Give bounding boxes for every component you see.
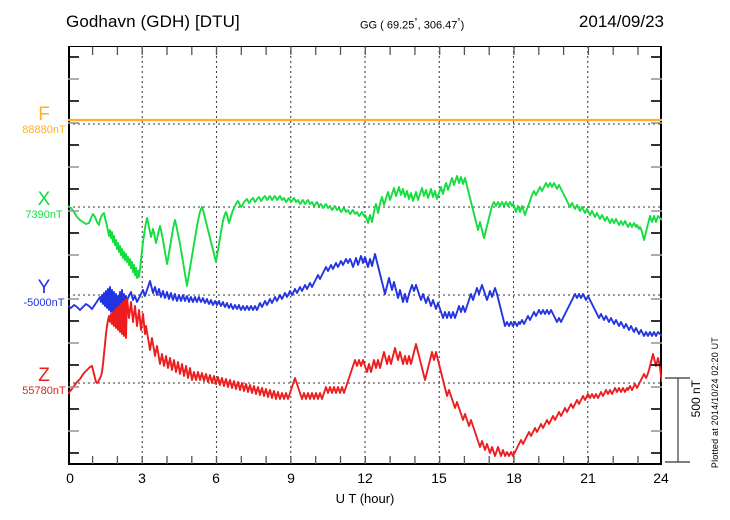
xtick-label-3: 3: [138, 470, 146, 486]
component-value-f: 88880nT: [22, 123, 66, 136]
component-letter-x: X: [37, 189, 51, 210]
component-value-z: 55780nT: [22, 384, 66, 397]
page-title: Godhavn (GDH) [DTU]: [66, 12, 240, 31]
xtick-label-15: 15: [431, 470, 447, 486]
x-axis-title: U T (hour): [335, 491, 395, 506]
xtick-label-9: 9: [287, 470, 295, 486]
component-letter-f: F: [38, 104, 50, 125]
component-value-x: 7390nT: [25, 208, 63, 221]
xtick-label-12: 12: [357, 470, 373, 486]
trace-y: [68, 253, 662, 337]
degree-icon: °: [457, 17, 461, 26]
geo-suffix: ): [460, 19, 465, 32]
component-label-f: F 88880nT: [22, 105, 65, 136]
xtick-label-21: 21: [580, 470, 596, 486]
xtick-label-18: 18: [506, 470, 522, 486]
degree-icon: °: [414, 17, 418, 26]
trace-x: [68, 175, 662, 287]
scale-bar: [665, 377, 690, 463]
observation-date: 2014/09/23: [578, 12, 664, 31]
geographic-coordinates: GG ( 69.25°, 306.47°): [360, 17, 464, 32]
component-label-z: Z 55780nT: [22, 366, 65, 397]
scale-bar-label: 500 nT: [689, 380, 703, 418]
component-label-x: X 7390nT: [25, 190, 62, 221]
component-label-y: Y -5000nT: [24, 278, 65, 309]
plotted-timestamp: Plotted at 2014/10/24 02:20 UT: [710, 337, 720, 469]
component-baselines: [68, 123, 662, 384]
component-letter-y: Y: [37, 277, 51, 298]
geo-mid: , 306.47: [417, 19, 458, 32]
xtick-label-24: 24: [653, 470, 669, 486]
component-value-y: -5000nT: [23, 296, 65, 309]
xtick-label-0: 0: [66, 470, 74, 486]
component-letter-z: Z: [38, 365, 50, 386]
vertical-gridlines: [141, 46, 589, 465]
magnetogram-traces: [68, 46, 662, 465]
trace-z: [68, 297, 662, 457]
xtick-label-6: 6: [212, 470, 220, 486]
geo-prefix: GG ( 69.25: [360, 19, 415, 32]
